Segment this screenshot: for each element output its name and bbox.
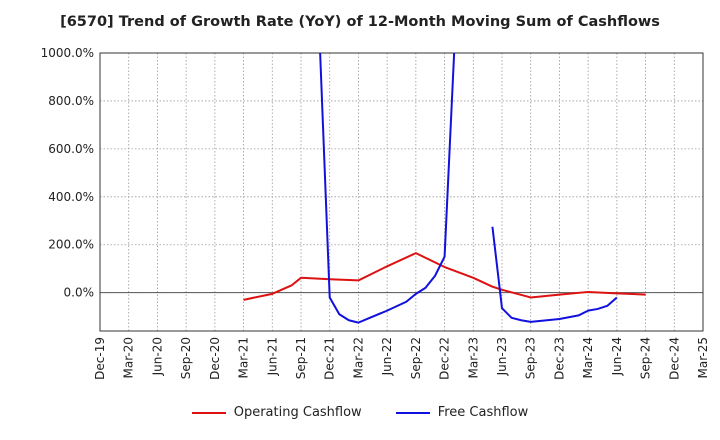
x-tick-label: Sep-21: [294, 337, 308, 379]
y-tick-label: 0.0%: [64, 286, 95, 300]
series-lines: [243, 53, 646, 324]
x-tick-label: Mar-21: [237, 337, 251, 378]
y-tick-label: 400.0%: [48, 190, 94, 204]
y-tick-label: 1000.0%: [41, 46, 94, 60]
x-tick-label: Sep-22: [409, 337, 423, 379]
x-tick-label: Jun-20: [150, 337, 164, 376]
x-tick-label: Jun-21: [265, 337, 279, 376]
legend-swatch-operating: [191, 411, 226, 414]
x-tick-label: Dec-21: [323, 337, 337, 380]
x-tick-label: Jun-23: [495, 337, 509, 376]
legend-swatch-free: [395, 411, 430, 414]
x-tick-label: Mar-20: [122, 337, 136, 378]
x-tick-label: Dec-22: [438, 337, 452, 380]
axes: [99, 52, 704, 332]
x-tick-label: Dec-24: [667, 337, 681, 380]
legend-label-operating: Operating Cashflow: [233, 405, 362, 420]
series-line-free-cashflow-segment-1: [491, 226, 618, 323]
x-tick-label: Mar-22: [351, 337, 365, 378]
legend-item-operating: Operating Cashflow: [191, 405, 362, 420]
series-line-operating-cashflow: [243, 252, 646, 301]
x-tick-label: Sep-23: [524, 337, 538, 379]
x-tick-label: Sep-20: [179, 337, 193, 379]
x-tick-label: Jun-22: [380, 337, 394, 376]
grid-lines: [99, 52, 704, 331]
y-tick-label: 200.0%: [48, 238, 94, 252]
plot-frame: [99, 52, 704, 332]
x-tick-label: Mar-25: [696, 337, 710, 378]
x-tick-label: Mar-23: [466, 337, 480, 378]
legend-item-free: Free Cashflow: [395, 405, 529, 420]
x-tick-label: Sep-24: [639, 337, 653, 379]
y-tick-label: 800.0%: [48, 94, 94, 108]
series-line-free-cashflow-segment-0: [319, 53, 456, 324]
x-tick-label: Jun-24: [610, 337, 624, 376]
chart-title: [6570] Trend of Growth Rate (YoY) of 12-…: [60, 14, 660, 30]
y-tick-label: 600.0%: [48, 142, 94, 156]
x-tick-label: Dec-19: [93, 337, 107, 380]
legend: Operating Cashflow Free Cashflow: [0, 405, 720, 420]
x-tick-label: Dec-23: [552, 337, 566, 380]
tick-labels: 0.0% 200.0% 400.0% 600.0% 800.0% 1000.0% Dec-1…: [41, 46, 710, 380]
x-tick-label: Dec-20: [208, 337, 222, 380]
x-tick-label: Mar-24: [581, 337, 595, 378]
legend-label-free: Free Cashflow: [437, 405, 529, 420]
